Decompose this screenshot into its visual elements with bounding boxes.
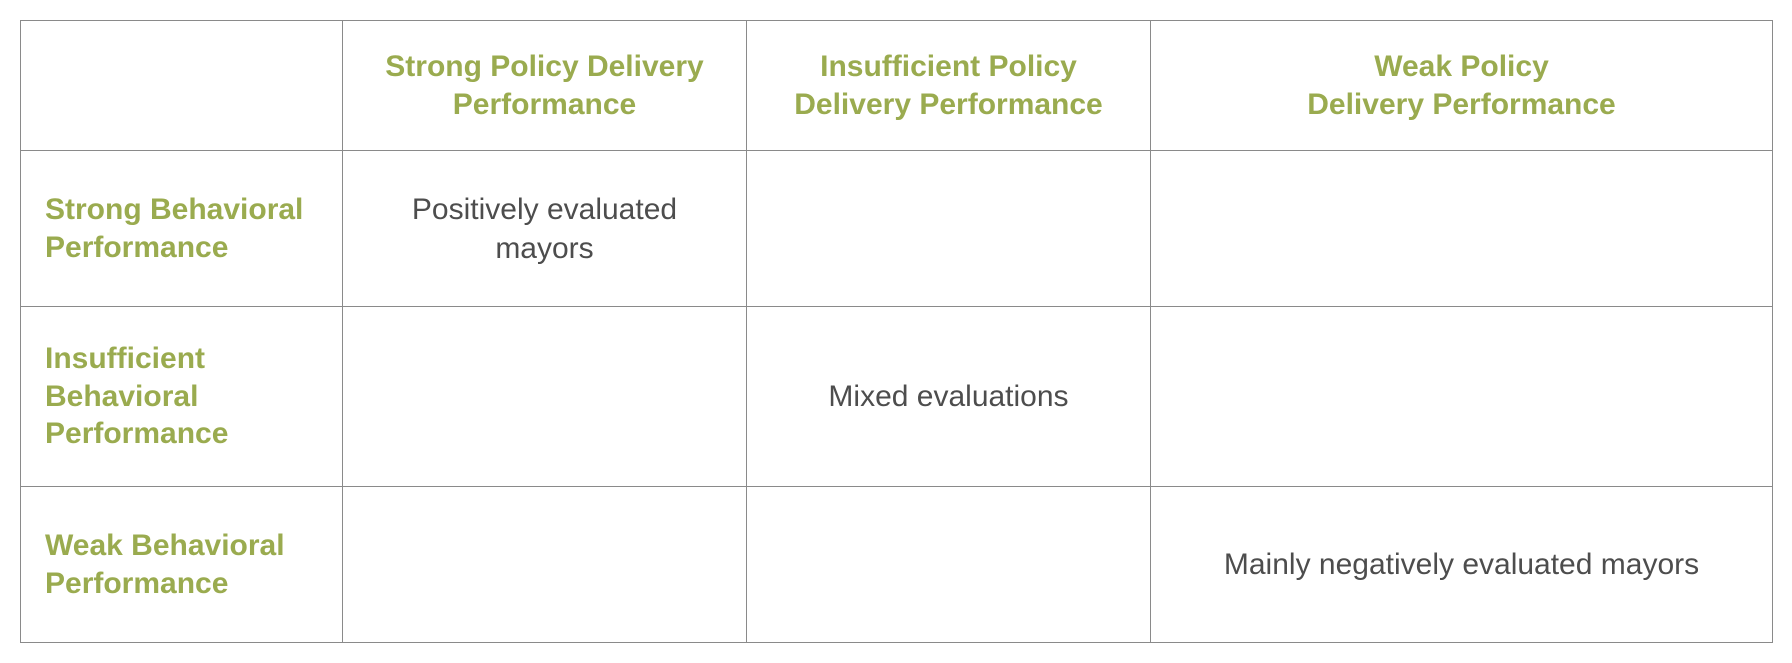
col-header-text: Delivery Performance — [794, 88, 1103, 121]
row-header-text: Performance — [45, 567, 228, 600]
row-header-text: Insufficient — [45, 342, 205, 375]
cell-strong-weak — [1151, 151, 1773, 307]
col-header-strong-policy: Strong Policy Delivery Performance — [343, 21, 747, 151]
table-row: Insufficient Behavioral Performance Mixe… — [21, 307, 1773, 487]
row-header-weak-behavioral: Weak Behavioral Performance — [21, 487, 343, 643]
col-header-text: Delivery Performance — [1307, 88, 1616, 121]
cell-weak-weak: Mainly negatively evaluated mayors — [1151, 487, 1773, 643]
cell-insufficient-weak — [1151, 307, 1773, 487]
col-header-weak-policy: Weak Policy Delivery Performance — [1151, 21, 1773, 151]
corner-cell — [21, 21, 343, 151]
cell-insufficient-strong — [343, 307, 747, 487]
row-header-text: Weak Behavioral — [45, 529, 285, 562]
performance-matrix-table: Strong Policy Delivery Performance Insuf… — [20, 20, 1773, 643]
col-header-text: Strong Policy Delivery — [385, 50, 703, 83]
col-header-text: Weak Policy — [1374, 50, 1549, 83]
row-header-insufficient-behavioral: Insufficient Behavioral Performance — [21, 307, 343, 487]
row-header-text: Performance — [45, 417, 228, 450]
row-header-text: Performance — [45, 231, 228, 264]
table-header-row: Strong Policy Delivery Performance Insuf… — [21, 21, 1773, 151]
col-header-text: Performance — [453, 88, 636, 121]
table-row: Strong Behavioral Performance Positively… — [21, 151, 1773, 307]
cell-weak-strong — [343, 487, 747, 643]
row-header-text: Strong Behavioral — [45, 193, 303, 226]
row-header-strong-behavioral: Strong Behavioral Performance — [21, 151, 343, 307]
col-header-text: Insufficient Policy — [820, 50, 1077, 83]
cell-weak-insufficient — [747, 487, 1151, 643]
cell-insufficient-insufficient: Mixed evaluations — [747, 307, 1151, 487]
col-header-insufficient-policy: Insufficient Policy Delivery Performance — [747, 21, 1151, 151]
row-header-text: Behavioral — [45, 380, 198, 413]
table-row: Weak Behavioral Performance Mainly negat… — [21, 487, 1773, 643]
cell-strong-strong: Positively evaluated mayors — [343, 151, 747, 307]
cell-strong-insufficient — [747, 151, 1151, 307]
